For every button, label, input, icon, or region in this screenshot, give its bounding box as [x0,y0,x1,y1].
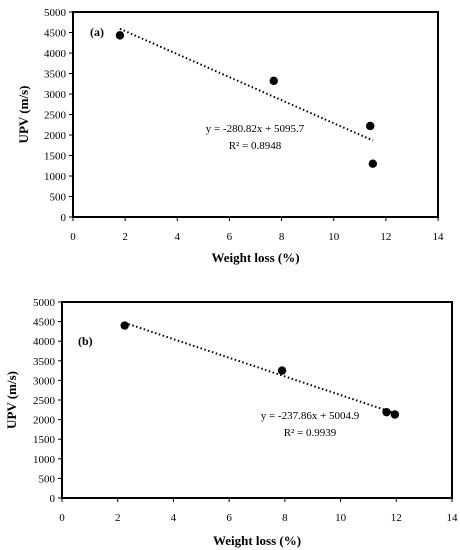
y-tick-label: 4500 [44,28,67,40]
y-tick-label: 5000 [33,297,56,309]
trendline [124,321,396,415]
x-tick-label: 12 [391,512,402,524]
r-squared-label: R² = 0.8948 [229,140,282,152]
data-point [382,407,391,417]
x-tick-label: 6 [227,231,233,243]
y-tick-label: 3000 [33,375,56,387]
plot-frame [61,301,453,499]
x-tick-label: 14 [447,512,459,524]
y-tick-label: 500 [50,192,67,204]
data-point [366,121,375,131]
y-tick-label: 1000 [33,454,56,466]
y-tick-label: 500 [39,473,56,485]
y-tick-label: 2000 [33,415,56,427]
x-tick-label: 2 [122,231,128,243]
data-point [277,366,287,375]
y-tick-label: 4500 [33,317,56,329]
data-point [368,159,378,168]
y-tick-label: 4000 [33,336,56,348]
y-tick-label: 5000 [44,7,67,19]
y-tick-label: 0 [61,212,67,224]
data-point [390,410,400,419]
panel-label: (a) [90,25,104,39]
data-point [115,31,125,40]
y-tick-label: 2000 [44,130,67,142]
x-tick-label: 4 [175,231,181,243]
x-tick-label: 2 [115,512,121,524]
y-axis-title: UPV (m/s) [16,86,31,144]
y-tick-label: 1500 [44,151,67,163]
x-tick-label: 10 [328,231,340,243]
y-tick-label: 3000 [44,89,67,101]
y-tick-label: 1000 [44,171,67,183]
x-tick-label: 0 [70,231,76,243]
y-tick-label: 1500 [33,434,56,446]
x-axis-title: Weight loss (%) [213,533,301,548]
x-tick-label: 8 [282,512,288,524]
x-axis-title: Weight loss (%) [211,250,299,265]
x-tick-label: 8 [279,231,285,243]
y-tick-label: 0 [50,493,56,505]
y-tick-label: 4000 [44,48,67,60]
chart-panel: 0 500 1000 1500 2000 2500 3000 3500 4000 4500 5000… [4,297,458,548]
chart-panel: 0 500 1000 1500 2000 2500 3000 3500 4000 4500 5000… [16,7,444,265]
trendline-equation: y = -237.86x + 5004.9 [261,410,360,422]
plot-frame [72,11,439,218]
x-tick-label: 12 [380,231,391,243]
y-tick-label: 2500 [44,110,67,122]
x-tick-label: 4 [171,512,177,524]
y-tick-label: 3500 [33,356,56,368]
data-point [120,321,129,330]
trendline-equation: y = -280.82x + 5095.7 [206,123,305,135]
x-tick-label: 14 [433,231,445,243]
x-tick-label: 0 [59,512,65,524]
x-tick-label: 6 [226,512,232,524]
y-tick-label: 3500 [44,69,67,81]
y-axis-title: UPV (m/s) [4,371,19,429]
panel-label: (b) [78,334,93,348]
r-squared-label: R² = 0.9939 [284,427,337,439]
x-tick-label: 10 [335,512,347,524]
y-tick-label: 2500 [33,395,56,407]
data-point [269,76,278,86]
